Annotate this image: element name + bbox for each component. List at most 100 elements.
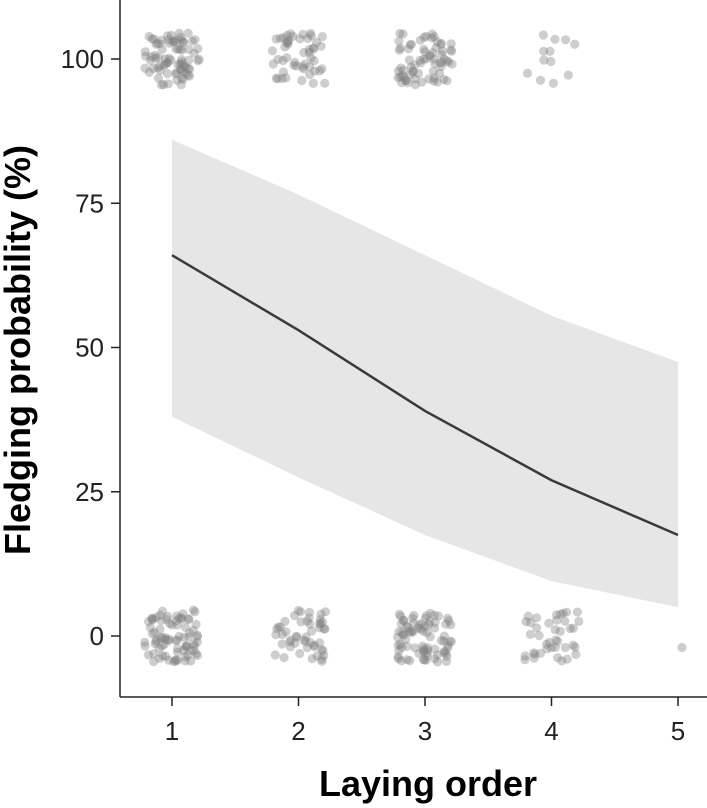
observation-point-failed [568,640,578,650]
observation-point-failed [181,642,192,652]
observation-point-fledged [282,30,292,40]
observation-point-failed [186,656,196,666]
observation-point-failed [433,657,443,667]
observation-point-failed [312,651,322,661]
observation-point-fledged [447,46,457,56]
observation-point-failed [409,610,419,621]
observation-point-fledged [158,80,169,90]
observation-point-fledged [419,44,429,54]
observation-point-fledged [163,79,173,89]
observation-point-fledged [160,59,171,69]
observation-point-failed [420,621,430,632]
x-tick-label: 1 [165,716,179,746]
observation-point-fledged [442,56,452,66]
observation-point-failed [550,625,560,635]
fitted-line-layer [171,254,679,537]
observation-point-fledged [403,78,413,88]
observation-point-failed [393,640,403,650]
observation-point-failed [419,644,429,654]
observation-point-failed [300,636,311,647]
observation-point-fledged [163,35,174,45]
fitted-line [171,254,679,537]
observation-point-failed [406,628,416,638]
observation-point-failed [190,607,200,617]
observation-point-fledged [561,35,571,45]
observation-point-failed [155,624,165,634]
observation-point-failed [279,653,289,663]
observation-point-failed [422,628,432,638]
observation-point-fledged [194,54,204,64]
observation-point-failed [560,616,570,626]
observation-point-fledged [304,47,314,58]
observation-point-failed [177,614,187,624]
observation-point-fledged [275,33,285,43]
observation-point-failed [296,607,306,617]
observation-point-failed [532,623,542,633]
observation-point-failed [439,648,449,658]
observation-point-fledged [408,66,418,76]
observation-point-failed [158,651,168,661]
observation-point-fledged [174,28,184,38]
observation-point-fledged [439,54,449,64]
observation-point-fledged [308,78,318,88]
observation-point-failed [553,636,563,646]
observation-point-failed [421,611,432,621]
observation-point-fledged [284,35,294,46]
observation-point-failed [190,641,200,651]
observation-point-failed [396,619,406,629]
observation-point-failed [394,645,404,656]
observation-point-failed [176,613,186,623]
observation-point-fledged [193,44,203,54]
observation-point-fledged [397,78,407,88]
observation-point-failed [172,656,182,666]
observation-point-fledged [429,76,439,86]
observation-point-fledged [169,36,179,46]
observation-point-failed [317,645,327,655]
observation-point-failed [295,648,305,659]
observation-point-fledged [176,35,187,45]
observation-point-failed [280,616,290,627]
observation-point-fledged [282,37,292,47]
y-tick-label: 25 [75,477,104,507]
observation-point-fledged [140,47,150,57]
observation-point-failed [393,651,403,662]
x-tick-label: 2 [291,716,305,746]
observation-point-failed [192,632,203,642]
observation-point-failed [571,649,581,660]
observation-point-failed [290,611,300,621]
observation-point-failed [290,638,300,648]
observation-point-fledged [181,68,191,78]
observation-point-failed [192,630,202,641]
observation-point-failed [397,627,407,637]
observation-point-failed [151,612,162,622]
observation-point-fledged [189,48,199,58]
observation-point-failed [172,620,182,630]
observation-point-failed [315,618,325,629]
observation-point-failed [557,656,567,666]
observation-point-failed [156,633,166,643]
observation-point-fledged [427,29,437,39]
observation-point-fledged [153,63,163,73]
observation-point-fledged [278,33,288,43]
observation-point-failed [149,657,159,667]
observation-point-failed [165,618,175,629]
observation-point-failed [156,616,166,626]
observation-point-fledged [178,37,188,47]
observation-point-failed [270,650,280,660]
observation-point-failed [393,632,403,642]
observation-point-fledged [406,39,416,50]
observation-point-fledged [173,44,183,54]
observation-point-fledged [176,80,186,90]
observation-point-failed [184,632,194,642]
observation-point-fledged [175,59,185,69]
observation-point-fledged [183,63,194,73]
observation-point-failed [184,614,194,624]
observation-point-failed [192,637,202,647]
observation-point-failed [291,631,302,641]
observation-point-fledged [435,68,445,78]
observation-point-failed [281,627,291,637]
observation-point-fledged [290,57,300,67]
observation-point-fledged [439,74,449,85]
observation-point-fledged [156,80,166,90]
